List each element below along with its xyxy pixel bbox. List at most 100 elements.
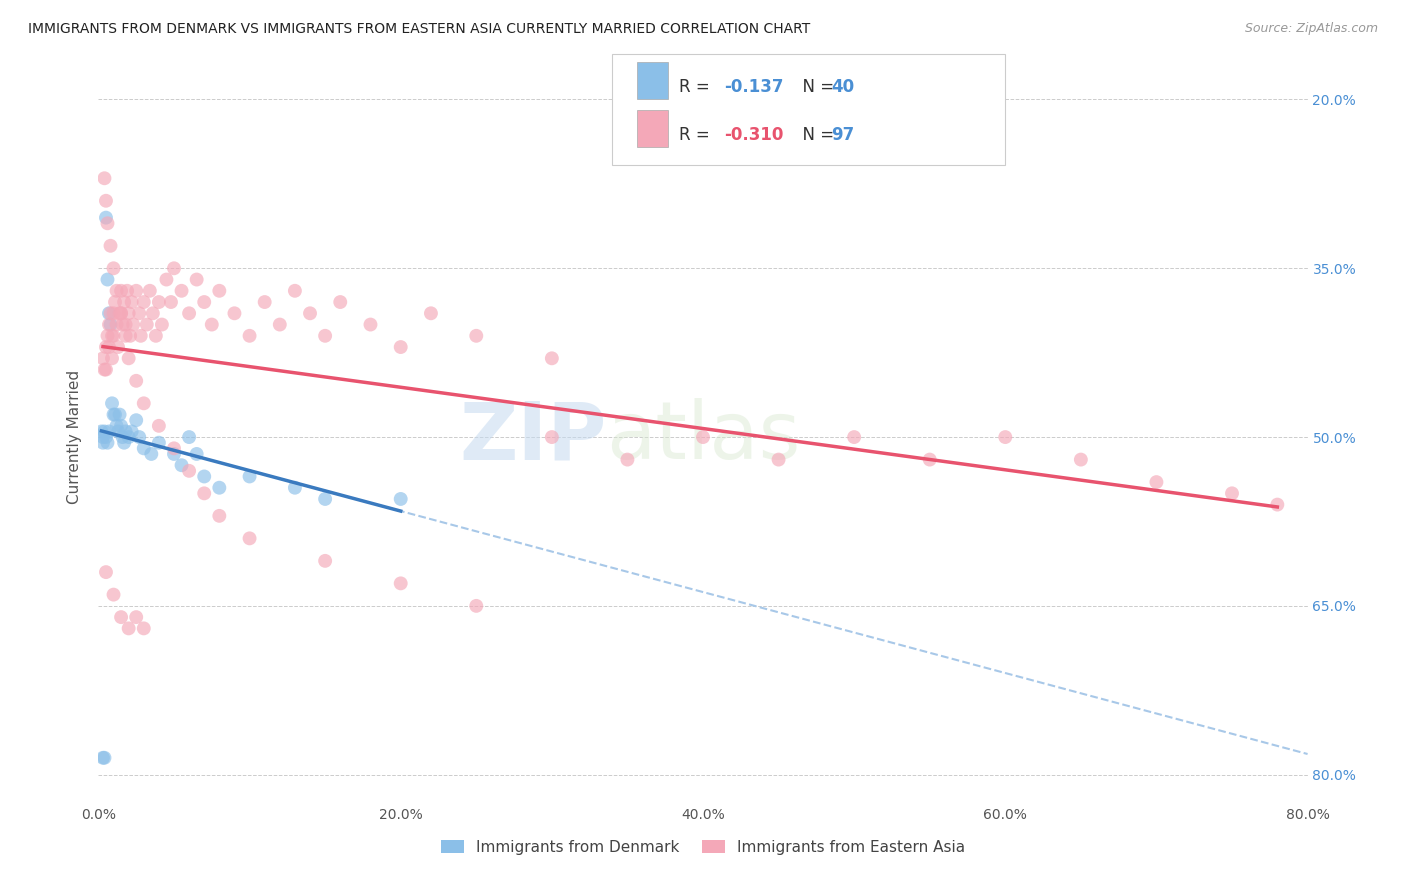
Point [208,284,231,298]
Text: 97: 97 [831,126,855,144]
Point [186,447,208,461]
Point [132,396,155,410]
Point [114,425,136,439]
Point [193,295,215,310]
Text: -0.310: -0.310 [724,126,783,144]
Point [314,491,336,506]
Point [114,328,136,343]
Point [91,430,114,444]
Point [465,328,488,343]
Point [125,374,148,388]
Text: N =: N = [792,78,839,95]
Point [918,452,941,467]
Point [768,452,790,467]
Point [94,362,117,376]
Point [96,272,118,286]
Point [132,295,155,310]
Point [93,425,115,439]
Point [98,425,121,439]
Point [141,447,163,461]
Point [1220,486,1243,500]
Point [465,599,488,613]
Point [389,340,412,354]
Point [110,306,132,320]
Text: atlas: atlas [606,398,800,476]
Point [148,435,170,450]
Point [108,306,131,320]
Point [128,430,150,444]
Point [186,272,208,286]
Point [94,194,117,208]
Point [91,435,114,450]
Point [239,469,262,483]
Point [115,284,138,298]
Point [179,306,201,320]
Point [94,211,117,225]
Point [163,442,186,456]
Point [224,306,246,320]
Point [420,306,443,320]
Point [160,295,183,310]
Text: ZIP: ZIP [458,398,606,476]
Point [269,318,291,332]
Point [114,318,136,332]
Point [94,340,117,354]
Point [125,610,148,624]
Point [329,295,352,310]
Point [360,318,382,332]
Point [1267,498,1289,512]
Point [121,295,143,310]
Point [150,318,173,332]
Point [208,508,231,523]
Point [105,284,128,298]
Point [253,295,276,310]
Point [128,306,150,320]
Point [118,351,141,366]
Point [107,425,129,439]
Point [98,306,121,320]
Point [616,452,638,467]
Point [170,458,193,473]
Point [107,340,129,354]
Point [111,430,134,444]
Text: R =: R = [679,78,716,95]
Point [239,328,262,343]
Point [193,469,215,483]
Point [100,318,122,332]
Point [389,576,412,591]
Text: Source: ZipAtlas.com: Source: ZipAtlas.com [1244,22,1378,36]
Point [91,351,114,366]
Point [120,328,142,343]
Point [139,284,162,298]
Point [389,491,412,506]
Point [93,751,115,765]
Point [103,261,125,276]
Point [299,306,322,320]
Point [96,328,118,343]
Point [118,306,141,320]
Point [132,621,155,635]
Point [844,430,866,444]
Point [129,328,152,343]
Legend: Immigrants from Denmark, Immigrants from Eastern Asia: Immigrants from Denmark, Immigrants from… [434,834,972,861]
Text: N =: N = [792,126,839,144]
Point [145,328,167,343]
Point [103,328,125,343]
Point [284,481,307,495]
Point [540,430,562,444]
Point [101,328,124,343]
Point [110,610,132,624]
Point [96,435,118,450]
Point [170,284,193,298]
Point [1144,475,1167,489]
Point [104,408,127,422]
Point [91,751,114,765]
Point [148,418,170,433]
Point [284,284,307,298]
Point [96,216,118,230]
Point [163,261,186,276]
Point [93,171,115,186]
Text: -0.137: -0.137 [724,78,783,95]
Point [163,447,186,461]
Point [111,318,134,332]
